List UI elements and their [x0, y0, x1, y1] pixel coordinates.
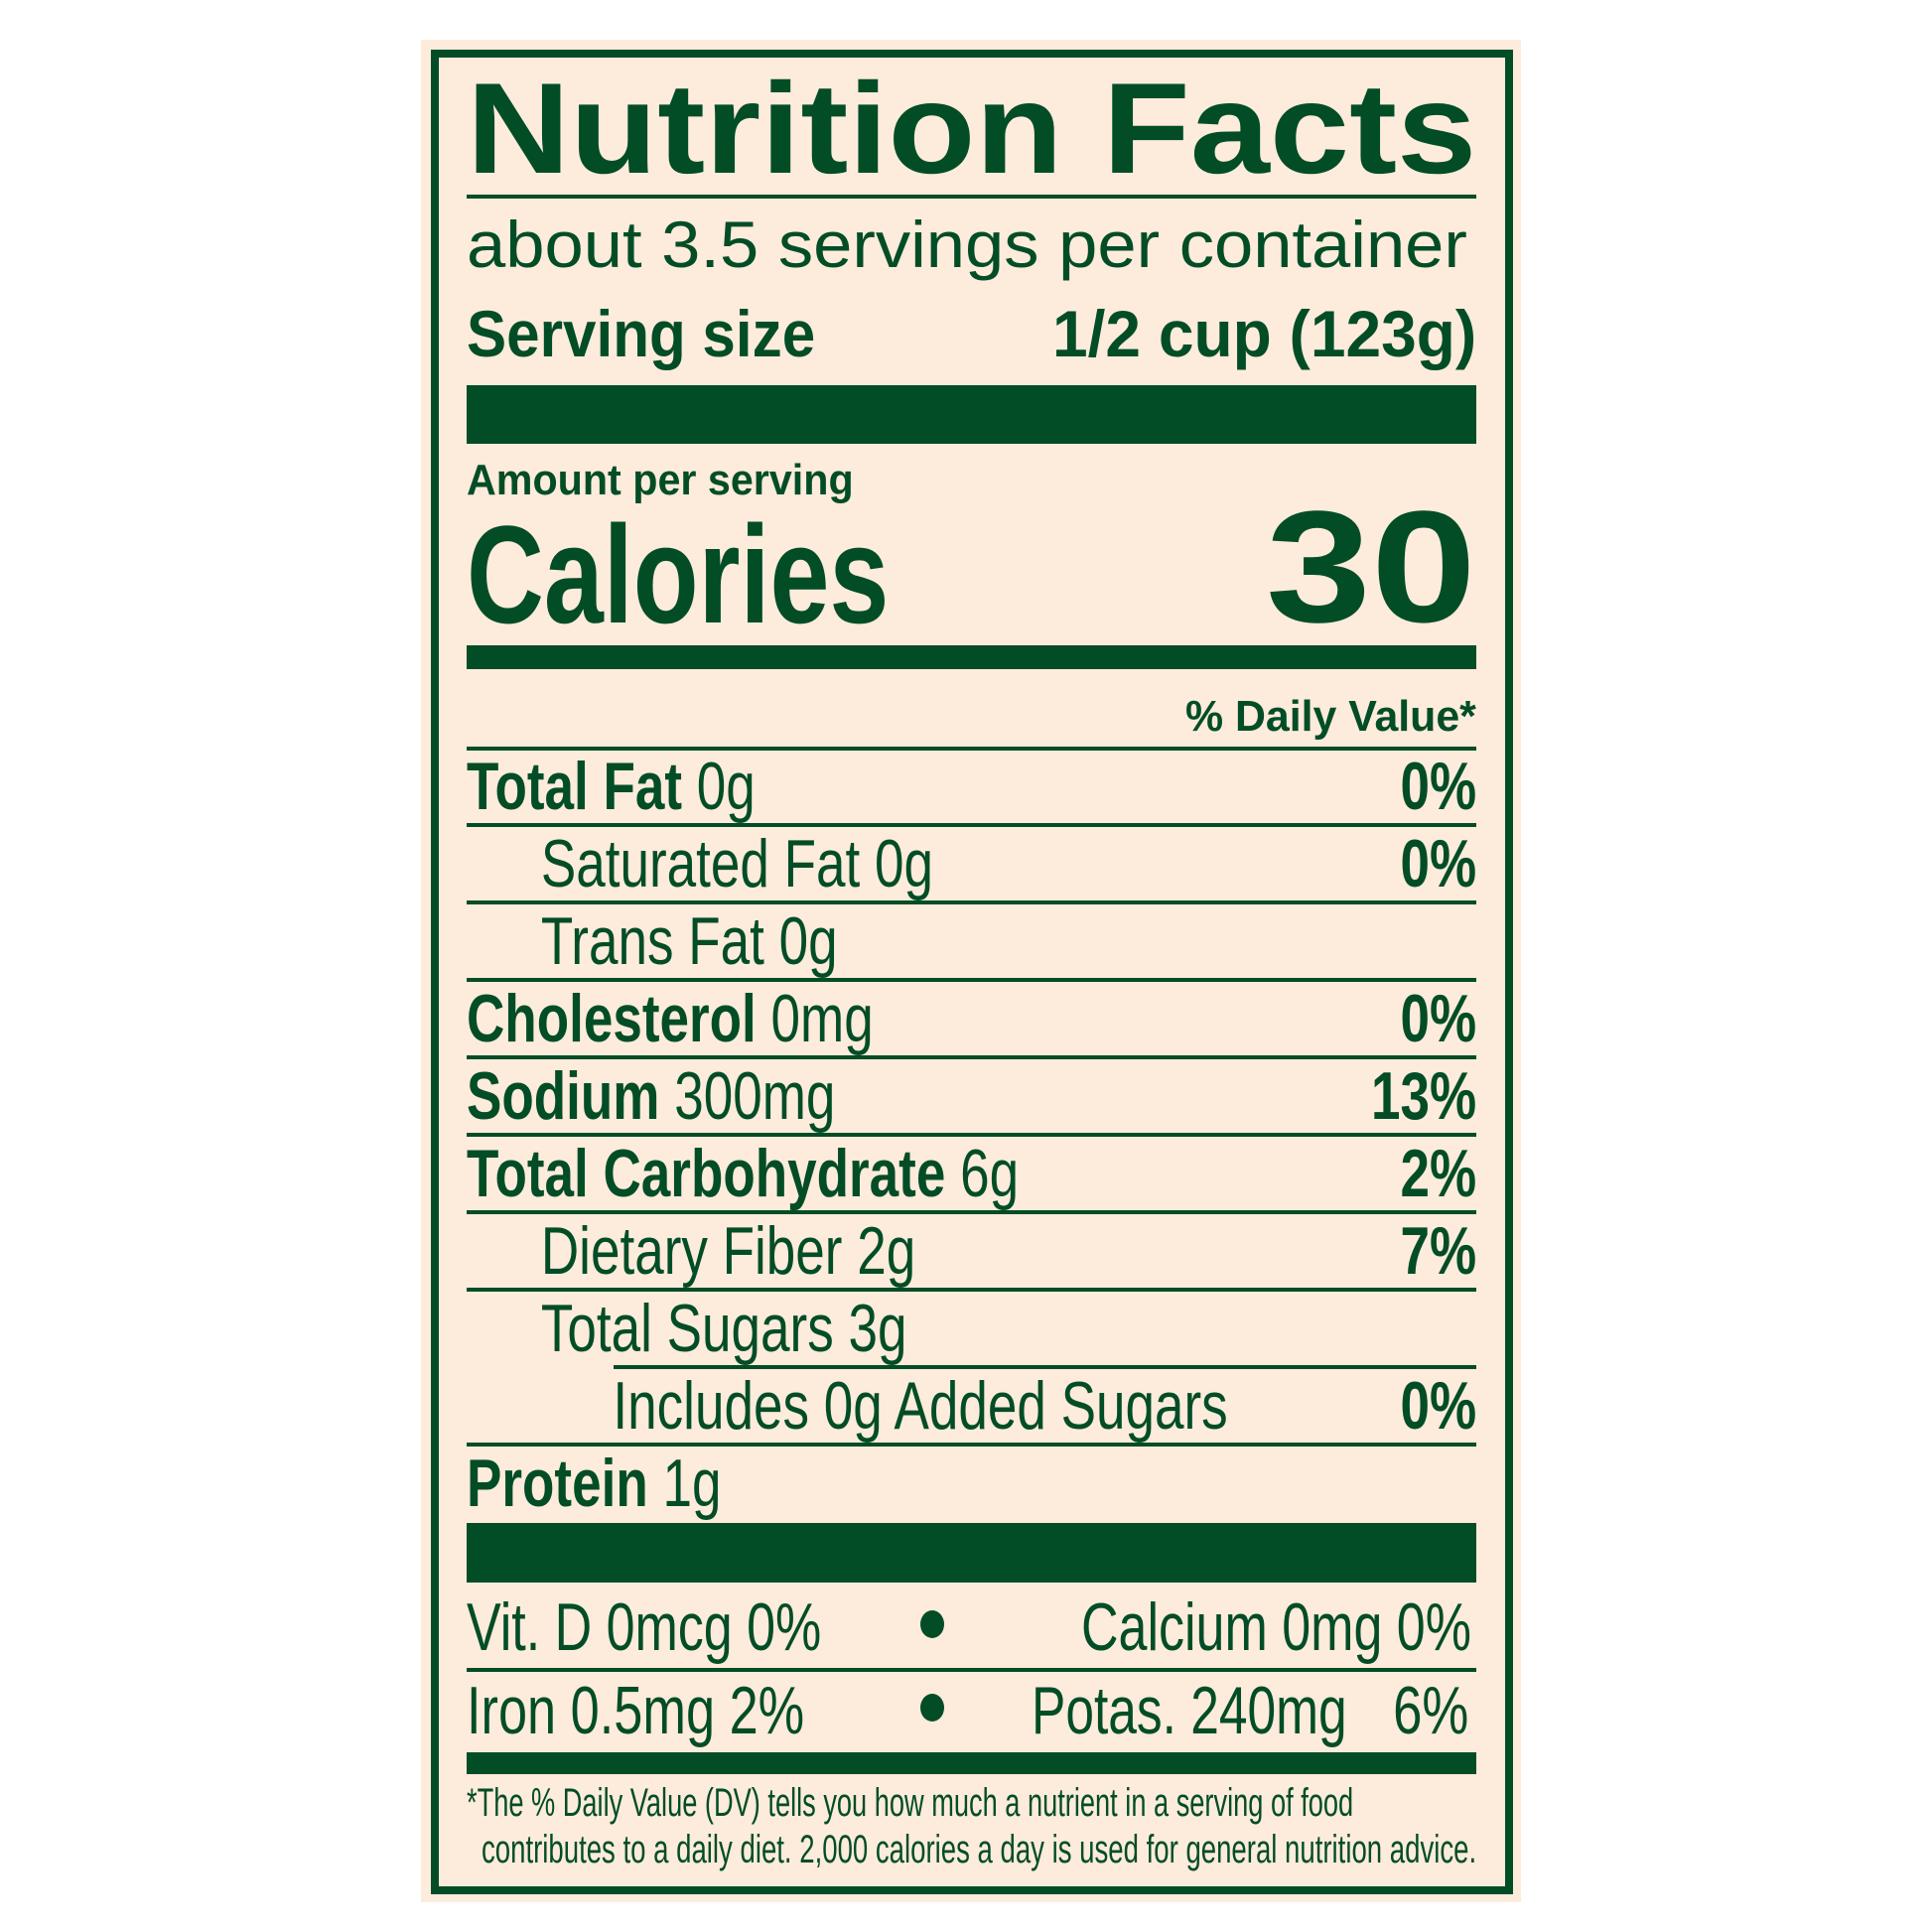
nutrient-name: Total Fat — [467, 749, 683, 824]
nutrient-row-cholesterol: Cholesterol 0mg 0% — [467, 985, 1476, 1052]
thick-bar — [467, 385, 1476, 444]
nutrient-dv: 0% — [1400, 749, 1477, 824]
nutrient-name: Sodium — [467, 1058, 660, 1134]
iron: Iron 0.5mg 2% — [467, 1673, 805, 1748]
nutrient-name: Cholesterol — [467, 981, 757, 1056]
nutrient-dv: 7% — [1400, 1213, 1477, 1289]
nutrient-name: Total Sugars — [540, 1291, 834, 1366]
nutrient-dv: 0% — [1400, 826, 1477, 901]
nutrient-amount: 0g — [696, 749, 756, 824]
divider — [467, 978, 1476, 982]
divider — [467, 1055, 1476, 1059]
bullet-icon — [920, 1694, 944, 1722]
nutrient-name: Protein — [467, 1446, 648, 1521]
daily-value-header: % Daily Value* — [1185, 692, 1476, 741]
serving-size-label: Serving size — [467, 297, 816, 370]
divider — [467, 900, 1476, 904]
nutrient-dv: 0% — [1400, 981, 1477, 1056]
nutrient-name: Trans Fat — [540, 903, 764, 979]
nutrient-amount: 0g — [875, 826, 934, 901]
thick-bar — [467, 1523, 1476, 1583]
nutrient-dv: 0% — [1400, 1368, 1477, 1444]
nutrient-row-saturated-fat: Saturated Fat 0g 0% — [467, 830, 1476, 897]
nutrient-name: Dietary Fiber — [540, 1213, 843, 1289]
medium-bar — [467, 645, 1476, 669]
divider — [467, 1210, 1476, 1214]
medium-bar — [467, 1752, 1476, 1774]
nutrient-amount: 300mg — [674, 1058, 836, 1134]
label-border — [431, 50, 1513, 1894]
nutrient-name: Total Carbohydrate — [467, 1136, 946, 1211]
nutrient-amount: 0mg — [770, 981, 874, 1056]
nutrient-row-total-carbohydrate: Total Carbohydrate 6g 2% — [467, 1140, 1476, 1207]
divider — [467, 1443, 1476, 1447]
potassium: Potas. 240mg — [1032, 1673, 1347, 1748]
nutrient-row-total-fat: Total Fat 0g 0% — [467, 753, 1476, 820]
nutrient-row-total-sugars: Total Sugars 3g — [467, 1295, 1476, 1362]
calories-value: 30 — [1266, 478, 1476, 655]
servings-per-container: about 3.5 servings per container — [467, 207, 1467, 281]
bullet-icon — [920, 1610, 944, 1638]
calories-label: Calories — [467, 496, 890, 652]
footnote-line-2: contributes to a daily diet. 2,000 calor… — [482, 1828, 1477, 1871]
nutrient-row-added-sugars: Includes 0g Added Sugars 0% — [467, 1372, 1476, 1440]
serving-size-value: 1/2 cup (123g) — [1051, 297, 1476, 370]
divider — [467, 1288, 1476, 1292]
divider — [467, 747, 1476, 751]
vitamin-d: Vit. D 0mcg 0% — [467, 1589, 822, 1665]
divider — [467, 195, 1476, 199]
nutrient-amount: 6g — [960, 1136, 1020, 1211]
nutrient-row-dietary-fiber: Dietary Fiber 2g 7% — [467, 1217, 1476, 1285]
nutrient-row-protein: Protein 1g — [467, 1449, 1476, 1517]
divider — [467, 1668, 1476, 1672]
nutrient-amount: 1g — [662, 1446, 722, 1521]
nutrition-label — [421, 40, 1521, 1902]
nutrient-amount: 3g — [848, 1291, 907, 1366]
calcium: Calcium 0mg 0% — [1081, 1589, 1471, 1665]
nutrient-row-sodium: Sodium 300mg 13% — [467, 1062, 1476, 1130]
nutrient-name: Saturated Fat — [540, 826, 861, 901]
divider — [467, 1133, 1476, 1137]
nutrient-name: Includes 0g Added Sugars — [613, 1368, 1228, 1444]
amount-per-serving: Amount per serving — [467, 456, 854, 504]
label-title: Nutrition Facts — [467, 56, 1477, 201]
potassium-dv: 6% — [1392, 1673, 1468, 1748]
divider — [614, 1365, 1476, 1369]
nutrient-dv: 2% — [1400, 1136, 1477, 1211]
nutrient-row-trans-fat: Trans Fat 0g — [467, 907, 1476, 975]
divider — [467, 823, 1476, 827]
nutrient-dv: 13% — [1370, 1058, 1477, 1134]
nutrient-amount: 0g — [778, 903, 838, 979]
footnote-line-1: *The % Daily Value (DV) tells you how mu… — [467, 1781, 1354, 1825]
nutrient-amount: 2g — [857, 1213, 916, 1289]
